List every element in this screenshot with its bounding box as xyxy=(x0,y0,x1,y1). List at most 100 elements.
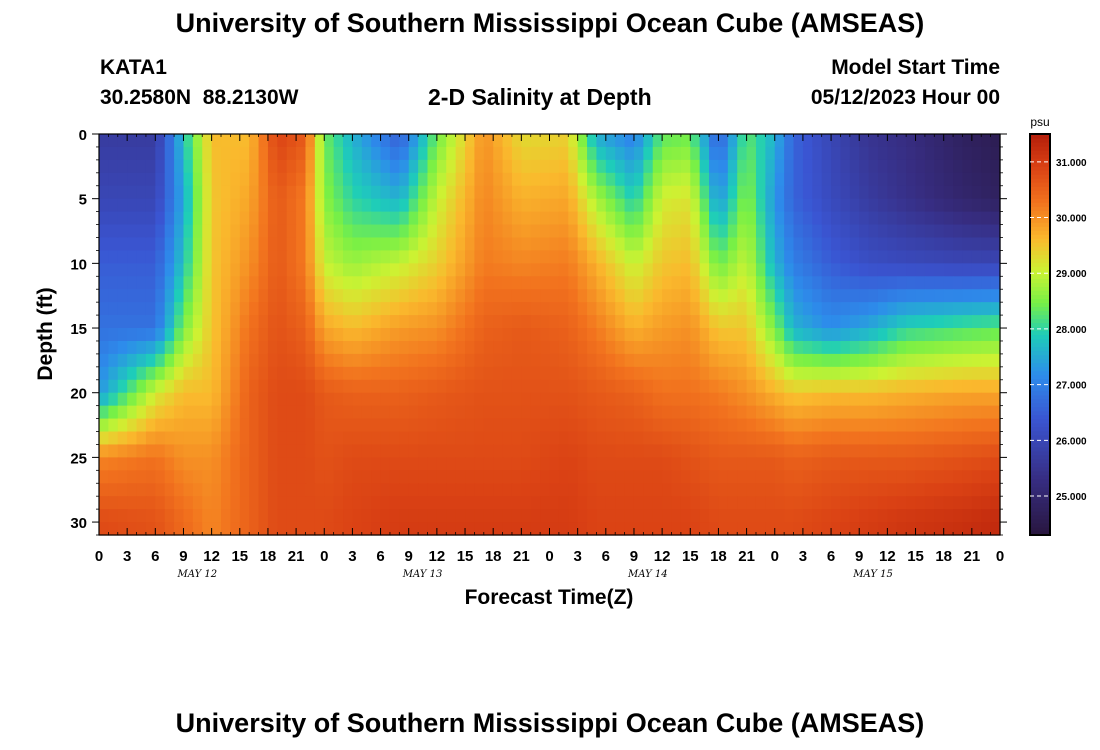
heatmap-cell xyxy=(230,289,241,303)
heatmap-cell xyxy=(155,315,166,329)
heatmap-cell xyxy=(812,302,823,316)
heatmap-cell xyxy=(849,522,860,536)
heatmap-cell xyxy=(924,134,935,148)
heatmap-cell xyxy=(934,366,945,381)
colorbar-segment xyxy=(1030,442,1050,448)
heatmap-cell xyxy=(962,379,973,394)
heatmap-cell xyxy=(699,172,710,187)
heatmap-cell xyxy=(605,328,616,342)
heatmap-cell xyxy=(802,457,813,471)
heatmap-cell xyxy=(812,289,823,303)
heatmap-cell xyxy=(643,509,654,523)
heatmap-cell xyxy=(577,405,588,420)
heatmap-cell xyxy=(258,340,269,355)
heatmap-cell xyxy=(709,431,720,446)
heatmap-cell xyxy=(624,250,635,264)
heatmap-cell xyxy=(371,211,382,226)
heatmap-cell xyxy=(314,315,325,329)
heatmap-cell xyxy=(699,366,710,381)
heatmap-cell xyxy=(765,444,776,458)
heatmap-cell xyxy=(296,263,307,277)
heatmap-cell xyxy=(990,315,1001,329)
heatmap-cell xyxy=(192,470,203,484)
heatmap-cell xyxy=(915,237,926,252)
heatmap-cell xyxy=(249,340,260,355)
heatmap-cell xyxy=(662,134,673,148)
heatmap-cell xyxy=(540,353,551,368)
heatmap-cell xyxy=(408,457,419,471)
heatmap-cell xyxy=(436,146,447,161)
heatmap-cell xyxy=(540,302,551,316)
heatmap-cell xyxy=(727,172,738,187)
heatmap-cell xyxy=(493,250,504,264)
heatmap-cell xyxy=(587,522,598,536)
heatmap-cell xyxy=(906,159,917,174)
heatmap-cell xyxy=(877,496,888,510)
heatmap-cell xyxy=(408,211,419,226)
heatmap-cell xyxy=(164,457,175,471)
heatmap-cell xyxy=(784,496,795,510)
heatmap-cell xyxy=(981,431,992,446)
heatmap-cell xyxy=(981,340,992,355)
heatmap-cell xyxy=(990,444,1001,458)
heatmap-cell xyxy=(971,328,982,342)
colorbar-segment xyxy=(1030,294,1050,300)
heatmap-cell xyxy=(296,392,307,407)
heatmap-cell xyxy=(953,250,964,264)
heatmap-cell xyxy=(127,405,138,420)
heatmap-cell xyxy=(174,392,185,407)
heatmap-cell xyxy=(511,522,522,536)
heatmap-cell xyxy=(267,457,278,471)
colorbar-segment xyxy=(1030,514,1050,520)
heatmap-cell xyxy=(643,146,654,161)
heatmap-cell xyxy=(549,418,560,433)
heatmap-cell xyxy=(399,522,410,536)
heatmap-cell xyxy=(530,392,541,407)
heatmap-cell xyxy=(587,224,598,239)
heatmap-cell xyxy=(831,457,842,471)
colorbar-segment xyxy=(1030,146,1050,151)
heatmap-cell xyxy=(502,392,513,407)
heatmap-cell xyxy=(915,134,926,148)
heatmap-cell xyxy=(127,457,138,471)
heatmap-cell xyxy=(868,366,879,381)
heatmap-cell xyxy=(277,185,288,200)
heatmap-cell xyxy=(145,418,156,433)
heatmap-cell xyxy=(221,289,231,303)
heatmap-cell xyxy=(605,263,616,277)
heatmap-cell xyxy=(108,263,119,277)
heatmap-cell xyxy=(183,276,194,290)
heatmap-cell xyxy=(587,353,598,368)
heatmap-cell xyxy=(465,276,476,290)
heatmap-cell xyxy=(821,483,832,497)
heatmap-cell xyxy=(718,263,729,277)
heatmap-cell xyxy=(427,353,438,368)
heatmap-cell xyxy=(727,250,738,264)
heatmap-cell xyxy=(474,198,485,213)
heatmap-cell xyxy=(211,146,222,161)
heatmap-cell xyxy=(427,431,438,446)
heatmap-cell xyxy=(371,237,382,252)
heatmap-cell xyxy=(840,263,851,277)
heatmap-cell xyxy=(558,366,569,381)
colorbar-segment xyxy=(1030,166,1050,171)
heatmap-cell xyxy=(680,302,691,316)
heatmap-cell xyxy=(840,328,851,342)
heatmap-cell xyxy=(221,159,231,174)
heatmap-cell xyxy=(183,353,194,368)
heatmap-cell xyxy=(971,276,982,290)
heatmap-cell xyxy=(239,418,250,433)
heatmap-cell xyxy=(371,172,382,187)
heatmap-cell xyxy=(821,392,832,407)
heatmap-cell xyxy=(474,146,485,161)
heatmap-cell xyxy=(577,470,588,484)
heatmap-cell xyxy=(990,405,1001,420)
heatmap-cell xyxy=(511,418,522,433)
heatmap-cell xyxy=(671,522,682,536)
heatmap-cell xyxy=(446,457,457,471)
heatmap-cell xyxy=(99,289,109,303)
heatmap-cell xyxy=(981,159,992,174)
heatmap-cell xyxy=(690,405,701,420)
heatmap-cell xyxy=(277,340,288,355)
heatmap-cell xyxy=(436,353,447,368)
